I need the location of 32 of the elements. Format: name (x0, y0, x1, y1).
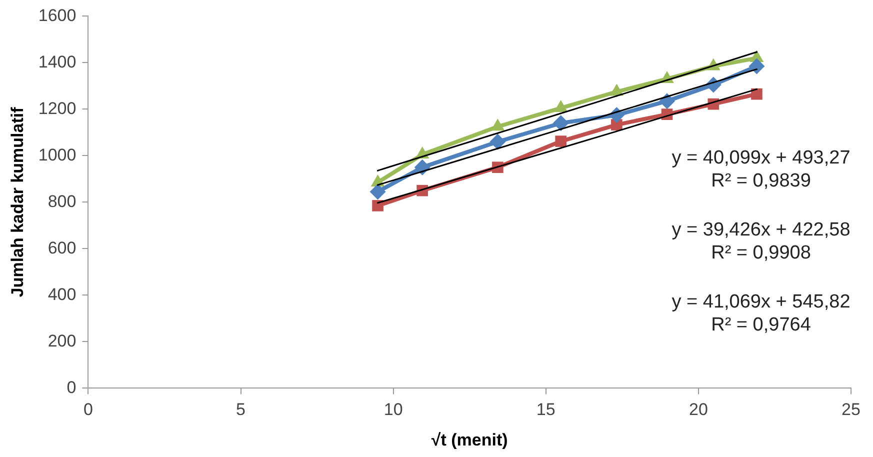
point (490, 134, 506, 150)
x-tick-label: 15 (536, 400, 556, 420)
annotation: R² = 0,9908 (711, 242, 811, 264)
annotation: R² = 0,9839 (711, 170, 811, 192)
x-tick-label: 0 (83, 400, 93, 420)
x-tick-label: 5 (236, 400, 246, 420)
point (552, 115, 569, 132)
annotation: y = 40,099x + 493,27 (672, 147, 850, 168)
x-axis-title: √t (menit) (431, 430, 508, 450)
point (659, 93, 676, 110)
point (555, 136, 566, 147)
point (748, 58, 765, 74)
y-tick-label: 400 (48, 284, 76, 304)
y-tick-label: 800 (48, 192, 76, 211)
x-tick-label: 10 (384, 400, 403, 420)
y-axis-title: Jumlah kadar kumulatif (8, 106, 27, 298)
point (751, 88, 762, 100)
annotation: y = 41,069x + 545,82 (672, 291, 850, 312)
x-tick-label: 25 (842, 400, 860, 420)
point (372, 200, 384, 212)
y-tick-label: 200 (48, 331, 76, 350)
y-tick-label: 1200 (38, 98, 76, 118)
point (414, 159, 430, 176)
annotation: R² = 0,9764 (711, 314, 812, 336)
y-tick-label: 1400 (38, 52, 76, 72)
y-tick-label: 0 (66, 378, 76, 397)
y-tick-label: 600 (48, 238, 76, 258)
y-tick-label: 1000 (38, 145, 76, 164)
x-tick-label: 20 (688, 400, 708, 420)
point (370, 184, 386, 200)
annotation: y = 39,426x + 422,58 (672, 219, 850, 240)
y-tick-label: 1600 (38, 6, 76, 25)
